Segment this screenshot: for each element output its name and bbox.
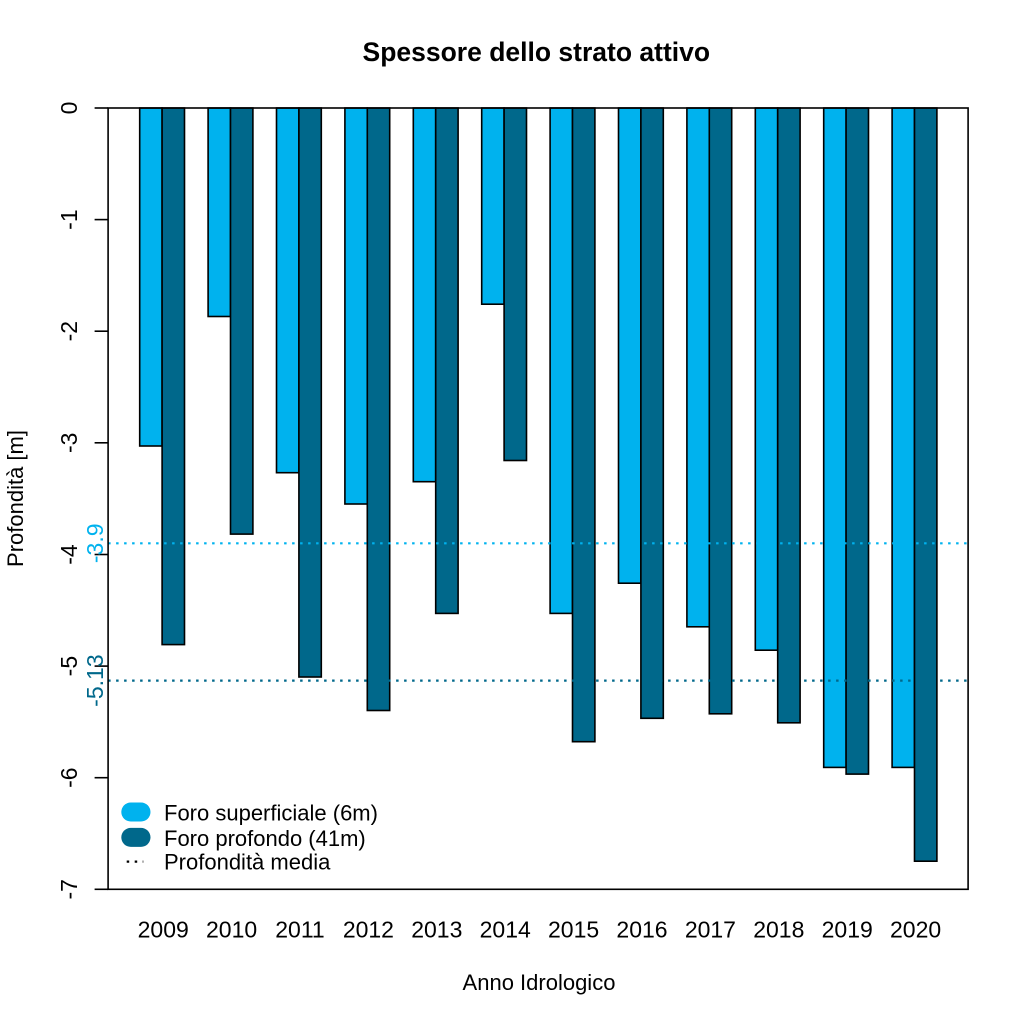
- svg-text:-3.9: -3.9: [82, 523, 108, 563]
- svg-text:2011: 2011: [275, 916, 324, 942]
- svg-text:0: 0: [56, 102, 82, 115]
- svg-text:Spessore dello strato attivo: Spessore dello strato attivo: [363, 37, 711, 67]
- svg-text:-4: -4: [56, 544, 82, 565]
- svg-text:Anno Idrologico: Anno Idrologico: [463, 970, 616, 995]
- svg-text:Foro profondo (41m): Foro profondo (41m): [164, 826, 366, 851]
- svg-text:-2: -2: [56, 321, 82, 341]
- svg-text:-5: -5: [56, 656, 82, 676]
- svg-text:2020: 2020: [890, 916, 941, 942]
- svg-text:Profondità [m]: Profondità [m]: [3, 430, 28, 567]
- svg-text:Profondità media: Profondità media: [164, 850, 331, 875]
- svg-text:2014: 2014: [480, 916, 531, 942]
- svg-text:2010: 2010: [206, 916, 257, 942]
- svg-text:-3: -3: [56, 433, 82, 453]
- svg-text:2012: 2012: [343, 916, 394, 942]
- svg-text:-5.13: -5.13: [82, 654, 108, 706]
- svg-text:-6: -6: [56, 767, 82, 787]
- svg-text:-1: -1: [56, 209, 82, 229]
- svg-text:2016: 2016: [616, 916, 667, 942]
- svg-text:2017: 2017: [685, 916, 736, 942]
- svg-text:-7: -7: [56, 879, 82, 899]
- svg-text:2019: 2019: [822, 916, 873, 942]
- svg-text:2018: 2018: [753, 916, 804, 942]
- svg-text:Foro superficiale (6m): Foro superficiale (6m): [164, 801, 378, 826]
- svg-text:2009: 2009: [138, 916, 189, 942]
- svg-text:2013: 2013: [411, 916, 462, 942]
- svg-text:2015: 2015: [548, 916, 599, 942]
